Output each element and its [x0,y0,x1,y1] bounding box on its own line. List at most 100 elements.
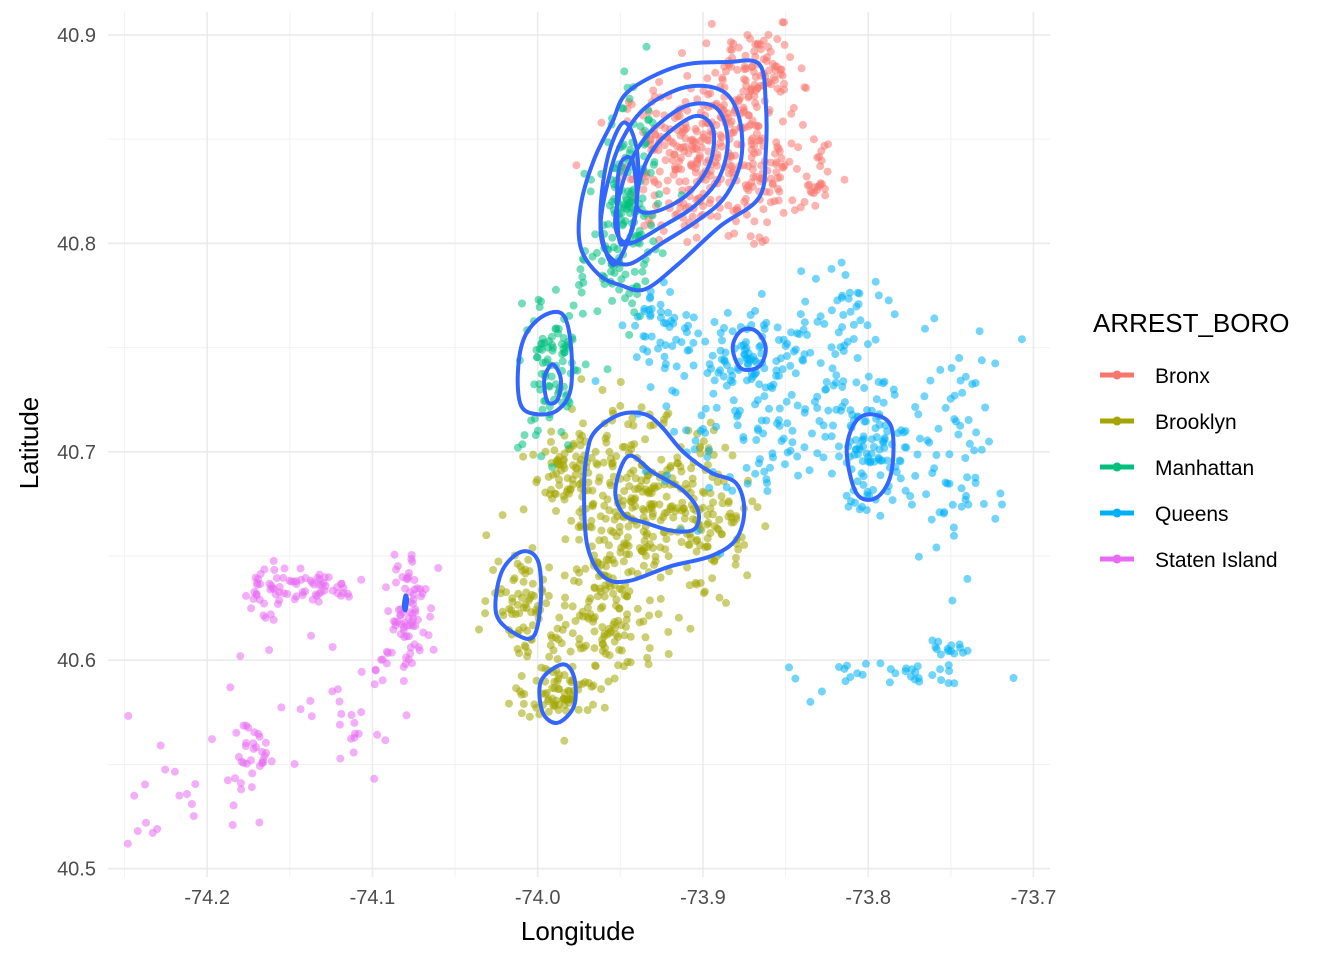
data-point [637,547,646,556]
data-point [748,497,757,506]
data-point [859,472,868,481]
data-point [555,481,564,490]
data-point [716,346,725,355]
data-point [625,94,634,103]
data-point [793,452,802,461]
data-point [876,471,885,480]
data-point [728,378,737,387]
data-point [711,68,720,77]
data-point [783,419,792,428]
data-point [780,79,788,88]
data-point [977,445,986,454]
data-point [817,147,826,156]
data-point [481,597,490,606]
density-contour [493,549,544,641]
data-point [943,479,952,488]
data-point [507,606,516,615]
data-point [610,674,619,683]
data-point [277,703,286,712]
data-point [778,365,787,374]
data-point [547,437,555,446]
data-point [902,443,911,452]
data-point [666,463,675,472]
data-point [682,426,691,435]
data-point [640,304,649,313]
data-point [971,479,980,487]
data-point [863,406,872,415]
density-contour [730,326,768,373]
data-point [806,348,815,357]
data-point [744,111,753,120]
data-point [821,385,830,394]
data-point [827,306,836,315]
data-point [775,147,784,156]
data-point [683,106,692,115]
data-point [688,474,697,483]
data-point [774,416,783,425]
data-point [569,461,578,470]
data-point [406,588,414,597]
data-point [610,637,619,646]
data-point [733,421,742,430]
data-point [654,482,663,491]
data-point [314,597,323,606]
data-point [553,624,562,633]
data-point [236,779,245,788]
data-point [827,432,836,441]
data-point [663,508,672,517]
data-point [345,592,353,601]
data-point [616,378,625,386]
data-point [603,431,611,440]
data-point [558,357,567,366]
data-point [800,318,809,327]
data-point [838,383,847,391]
legend-label: Brooklyn [1155,411,1237,434]
data-point [170,767,179,776]
data-point [822,378,831,386]
data-point [637,403,646,412]
data-point [907,500,916,509]
data-point [525,567,534,576]
data-point [638,267,647,276]
data-point [650,560,658,569]
data-point [705,199,714,208]
series-queens [591,258,1026,706]
legend-key-point [1112,508,1122,518]
data-point [768,59,777,68]
data-point [590,627,599,636]
data-point [656,573,665,582]
data-point [625,550,634,559]
data-point [156,741,165,750]
data-point [652,109,661,118]
data-point [786,361,795,370]
data-point [590,644,599,653]
data-point [674,613,683,622]
data-point [780,460,789,469]
data-point [527,416,536,425]
x-tick-label: -74.1 [350,887,396,909]
data-point [259,758,267,767]
data-point [261,738,270,747]
data-point [410,576,419,584]
data-point [560,601,569,610]
data-point [620,67,629,76]
data-point [273,600,282,609]
data-point [890,390,899,399]
data-point [641,633,650,642]
data-point [756,45,765,54]
legend-label: Queens [1155,503,1229,526]
data-point [852,302,861,311]
data-point [515,649,524,658]
data-point [560,671,569,679]
data-point [645,596,654,605]
data-point [403,621,412,630]
data-point [872,395,881,404]
data-point [853,288,862,297]
data-point [639,561,648,570]
data-point [624,522,633,531]
data-point [774,371,783,380]
data-point [290,760,299,768]
data-point [913,450,922,459]
data-point [867,449,876,458]
data-point [594,477,603,486]
